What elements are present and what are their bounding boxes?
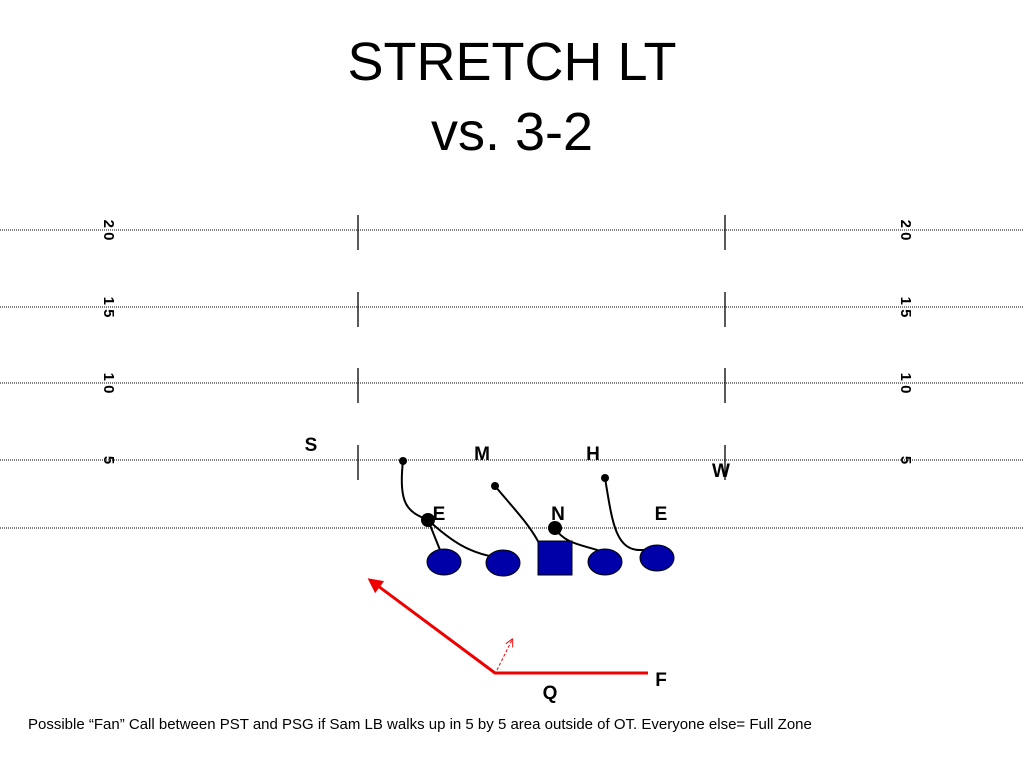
defenders-dots [399,457,609,535]
footnote: Possible “Fan” Call between PST and PSG … [28,716,812,733]
yard-number: 5 [897,456,914,464]
player-label: S [305,435,318,456]
player-label: H [586,444,600,465]
player-labels: S M H W E N E F Q [305,435,730,704]
yard-number: 5 [100,456,117,464]
player-label: M [474,444,490,465]
yard-number: 1 0 [100,373,117,394]
backfield-paths [367,578,648,675]
yard-number: 2 0 [897,220,914,241]
yard-number: 1 5 [897,297,914,318]
player-label: F [655,670,667,691]
player-label: N [551,504,565,525]
yard-number: 1 0 [897,373,914,394]
player-label: E [655,504,668,525]
yard-number: 2 0 [100,220,117,241]
player-label: E [433,504,446,525]
title-line: vs. 3-2 [431,102,593,162]
field: 2 0 2 0 1 5 1 5 1 0 1 0 5 5 [0,215,1024,529]
player-label: W [712,461,730,482]
yard-number: 1 5 [100,297,117,318]
player-label: Q [543,683,558,704]
offensive-line [426,540,675,577]
title-line: STRETCH LT [347,32,676,92]
